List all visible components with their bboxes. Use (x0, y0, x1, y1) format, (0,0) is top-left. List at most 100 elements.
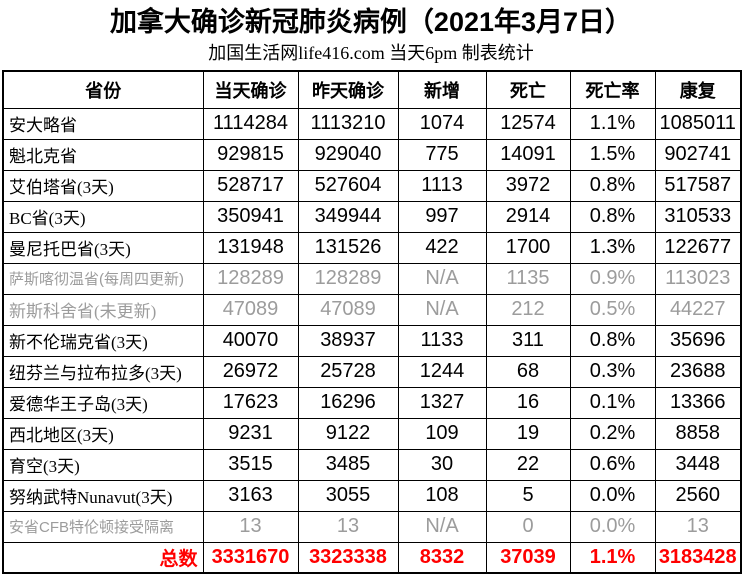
cell-yesterday-confirmed: 25728 (297, 355, 399, 388)
cell-death-rate: 0.6% (569, 448, 656, 481)
cell-new-cases: N/A (397, 262, 487, 295)
cell-death-rate: 1.5% (569, 138, 656, 171)
table-row: 爱德华王子岛(3天) 17623 16296 1327 16 0.1% 13366 (2, 386, 742, 419)
cell-yesterday-confirmed: 38937 (297, 324, 399, 357)
cell-new-cases: 1327 (397, 386, 487, 419)
column-header-today-confirmed: 当天确诊 (202, 70, 299, 109)
cell-yesterday-confirmed: 3485 (297, 448, 399, 481)
cell-province: 努纳武特Nunavut(3天) (2, 479, 204, 512)
table-row: 新斯科舍省(未更新) 47089 47089 N/A 212 0.5% 44227 (2, 293, 742, 326)
covid-cases-table: 省份 当天确诊 昨天确诊 新增 死亡 死亡率 康复 安大略省 1114284 1113210 10… (2, 70, 742, 574)
table-row: 艾伯塔省(3天) 528717 527604 1113 3972 0.8% 517587 (2, 169, 742, 202)
cell-death-rate: 0.8% (569, 324, 656, 357)
cell-death-rate: 0.1% (569, 386, 656, 419)
cell-recovered: 113023 (654, 262, 742, 295)
column-header-recovered: 康复 (654, 70, 742, 109)
total-new-cases: 8332 (397, 541, 487, 574)
cell-province: 西北地区(3天) (2, 417, 204, 450)
cell-today-confirmed: 40070 (202, 324, 299, 357)
cell-new-cases: N/A (397, 510, 487, 543)
cell-province: 安大略省 (2, 107, 204, 140)
cell-new-cases: 30 (397, 448, 487, 481)
table-row: 新不伦瑞克省(3天) 40070 38937 1133 311 0.8% 35696 (2, 324, 742, 357)
cell-deaths: 1135 (485, 262, 571, 295)
cell-death-rate: 0.0% (569, 510, 656, 543)
header-row: 省份 当天确诊 昨天确诊 新增 死亡 死亡率 康复 (2, 70, 742, 109)
table-row: 努纳武特Nunavut(3天) 3163 3055 108 5 0.0% 2560 (2, 479, 742, 512)
cell-recovered: 8858 (654, 417, 742, 450)
cell-yesterday-confirmed: 3055 (297, 479, 399, 512)
cell-death-rate: 0.9% (569, 262, 656, 295)
cell-death-rate: 0.0% (569, 479, 656, 512)
cell-yesterday-confirmed: 1113210 (297, 107, 399, 140)
total-today-confirmed: 3331670 (202, 541, 299, 574)
cell-province: 萨斯喀彻温省(每周四更新) (2, 262, 204, 295)
cell-recovered: 35696 (654, 324, 742, 357)
total-recovered: 3183428 (654, 541, 742, 574)
cell-province: BC省(3天) (2, 200, 204, 233)
cell-recovered: 517587 (654, 169, 742, 202)
cell-recovered: 3448 (654, 448, 742, 481)
cell-province: 新不伦瑞克省(3天) (2, 324, 204, 357)
cell-today-confirmed: 929815 (202, 138, 299, 171)
cell-yesterday-confirmed: 527604 (297, 169, 399, 202)
cell-death-rate: 1.1% (569, 107, 656, 140)
cell-yesterday-confirmed: 16296 (297, 386, 399, 419)
cell-today-confirmed: 1114284 (202, 107, 299, 140)
cell-deaths: 19 (485, 417, 571, 450)
cell-today-confirmed: 9231 (202, 417, 299, 450)
cell-death-rate: 0.3% (569, 355, 656, 388)
cell-deaths: 212 (485, 293, 571, 326)
total-label: 总数 (2, 541, 204, 574)
cell-new-cases: 1244 (397, 355, 487, 388)
cell-deaths: 3972 (485, 169, 571, 202)
cell-yesterday-confirmed: 929040 (297, 138, 399, 171)
cell-today-confirmed: 350941 (202, 200, 299, 233)
column-header-province: 省份 (2, 70, 204, 109)
table-row: BC省(3天) 350941 349944 997 2914 0.8% 310533 (2, 200, 742, 233)
cell-today-confirmed: 13 (202, 510, 299, 543)
cell-recovered: 1085011 (654, 107, 742, 140)
total-deaths: 37039 (485, 541, 571, 574)
page-title: 加拿大确诊新冠肺炎病例（2021年3月7日） (109, 7, 633, 37)
cell-recovered: 902741 (654, 138, 742, 171)
total-row: 总数 3331670 3323338 8332 37039 1.1% 3183428 (2, 541, 742, 574)
column-header-yesterday-confirmed: 昨天确诊 (297, 70, 399, 109)
cell-recovered: 13 (654, 510, 742, 543)
cell-today-confirmed: 128289 (202, 262, 299, 295)
cell-deaths: 5 (485, 479, 571, 512)
cell-deaths: 16 (485, 386, 571, 419)
cell-province: 育空(3天) (2, 448, 204, 481)
cell-new-cases: 775 (397, 138, 487, 171)
cell-new-cases: 1074 (397, 107, 487, 140)
cell-new-cases: 108 (397, 479, 487, 512)
cell-new-cases: N/A (397, 293, 487, 326)
cell-today-confirmed: 131948 (202, 231, 299, 264)
cell-death-rate: 1.3% (569, 231, 656, 264)
cell-recovered: 310533 (654, 200, 742, 233)
cell-death-rate: 0.2% (569, 417, 656, 450)
cell-yesterday-confirmed: 9122 (297, 417, 399, 450)
column-header-deaths: 死亡 (485, 70, 571, 109)
cell-yesterday-confirmed: 13 (297, 510, 399, 543)
cell-today-confirmed: 3163 (202, 479, 299, 512)
total-death-rate: 1.1% (569, 541, 656, 574)
cell-deaths: 311 (485, 324, 571, 357)
cell-province: 安省CFB特伦顿接受隔离 (2, 510, 204, 543)
cell-recovered: 44227 (654, 293, 742, 326)
cell-yesterday-confirmed: 349944 (297, 200, 399, 233)
cell-yesterday-confirmed: 47089 (297, 293, 399, 326)
cell-deaths: 2914 (485, 200, 571, 233)
cell-province: 艾伯塔省(3天) (2, 169, 204, 202)
cell-deaths: 1700 (485, 231, 571, 264)
cell-province: 新斯科舍省(未更新) (2, 293, 204, 326)
cell-recovered: 2560 (654, 479, 742, 512)
table-row: 魁北克省 929815 929040 775 14091 1.5% 902741 (2, 138, 742, 171)
cell-yesterday-confirmed: 131526 (297, 231, 399, 264)
cell-province: 爱德华王子岛(3天) (2, 386, 204, 419)
cell-province: 纽芬兰与拉布拉多(3天) (2, 355, 204, 388)
table-row: 萨斯喀彻温省(每周四更新) 128289 128289 N/A 1135 0.9% 1130… (2, 262, 742, 295)
cell-new-cases: 1113 (397, 169, 487, 202)
cell-province: 曼尼托巴省(3天) (2, 231, 204, 264)
